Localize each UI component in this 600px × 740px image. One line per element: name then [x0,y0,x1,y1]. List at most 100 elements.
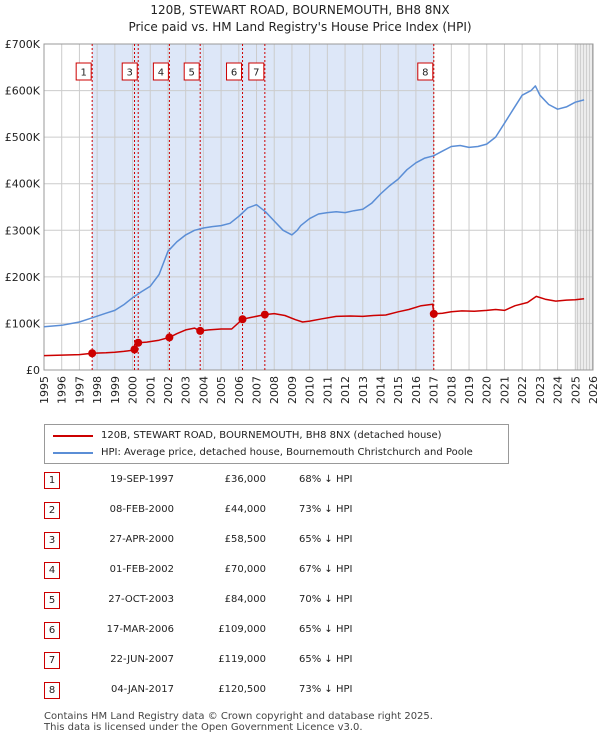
x-tick-label: 1999 [109,376,122,404]
x-tick-label: 2021 [498,376,511,404]
transaction-date: 08-FEB-2000 [109,504,174,515]
x-tick-label: 1997 [73,376,86,404]
transaction-hpi-diff: 65% ↓ HPI [299,534,353,545]
sale-point [260,310,269,319]
x-tick-label: 2020 [481,376,494,404]
legend: 120B, STEWART ROAD, BOURNEMOUTH, BH8 8NX… [44,424,509,464]
transaction-date: 27-OCT-2003 [108,594,174,605]
transaction-hpi-diff: 73% ↓ HPI [299,504,353,515]
table-row: 4 01-FEB-2002 £70,000 67% ↓ HPI [44,560,464,580]
table-row: 3 27-APR-2000 £58,500 65% ↓ HPI [44,530,464,550]
attribution-line-1: Contains HM Land Registry data © Crown c… [44,711,433,722]
transaction-number-badge: 8 [44,682,60,699]
x-tick-label: 2015 [392,376,405,404]
y-tick-label: £700K [5,38,41,51]
x-tick-label: 2008 [268,376,281,404]
x-tick-label: 2016 [410,376,423,404]
transaction-hpi-diff: 68% ↓ HPI [299,474,353,485]
sale-number-box [226,62,243,81]
sale-number-label: 7 [253,68,259,79]
x-tick-label: 2011 [321,376,334,404]
x-tick-label: 2007 [251,376,264,404]
y-tick-label: £100K [5,317,41,330]
sale-point [429,309,438,318]
x-tick-label: 2018 [445,376,458,404]
sale-number-label: 4 [158,68,164,79]
price-chart: 120B, STEWART ROAD, BOURNEMOUTH, BH8 8NX… [5,3,600,404]
table-row: 1 19-SEP-1997 £36,000 68% ↓ HPI [44,470,464,490]
y-tick-label: £400K [5,178,41,191]
transaction-date: 19-SEP-1997 [110,474,174,485]
transaction-price: £44,000 [224,504,266,515]
transaction-number-badge: 1 [44,472,60,489]
transaction-hpi-diff: 70% ↓ HPI [299,594,353,605]
x-tick-label: 2026 [587,376,600,404]
chart-title: 120B, STEWART ROAD, BOURNEMOUTH, BH8 8NX [150,3,449,17]
transaction-price: £36,000 [224,474,266,485]
sale-number-box [183,62,200,81]
chart-subtitle: Price paid vs. HM Land Registry's House … [128,20,471,34]
x-tick-label: 2025 [569,376,582,404]
x-tick-label: 2010 [304,376,317,404]
y-tick-label: £600K [5,85,41,98]
sale-point [134,338,143,347]
sale-number-label: 1 [80,68,86,79]
x-tick-label: 2006 [233,376,246,404]
y-tick-label: £500K [5,131,41,144]
transaction-number-badge: 7 [44,652,60,669]
plot-frame [43,43,594,371]
legend-swatch-property [53,435,93,437]
transaction-date: 04-JAN-2017 [110,684,174,695]
transaction-price: £120,500 [218,684,266,695]
legend-swatch-hpi [53,452,93,454]
transaction-price: £58,500 [224,534,266,545]
sale-number-box [248,62,265,81]
transaction-date: 01-FEB-2002 [109,564,174,575]
attribution-line-2: This data is licensed under the Open Gov… [44,722,363,733]
x-tick-label: 1996 [56,376,69,404]
attribution-footer: Contains HM Land Registry data © Crown c… [44,711,433,733]
x-tick-label: 2024 [552,376,565,404]
transaction-number-badge: 6 [44,622,60,639]
transaction-hpi-diff: 65% ↓ HPI [299,654,353,665]
transaction-number-badge: 4 [44,562,60,579]
table-row: 2 08-FEB-2000 £44,000 73% ↓ HPI [44,500,464,520]
x-tick-label: 2019 [463,376,476,404]
sale-point [165,333,174,342]
sale-number-box [152,62,169,81]
table-row: 5 27-OCT-2003 £84,000 70% ↓ HPI [44,590,464,610]
legend-label-property: 120B, STEWART ROAD, BOURNEMOUTH, BH8 8NX… [101,430,442,441]
y-tick-label: £0 [26,364,40,377]
y-tick-label: £300K [5,224,41,237]
transaction-hpi-diff: 65% ↓ HPI [299,624,353,635]
transaction-price: £119,000 [218,654,266,665]
transaction-price: £109,000 [218,624,266,635]
transaction-number-badge: 2 [44,502,60,519]
forecast-region [575,44,593,370]
sale-number-box [121,62,138,81]
table-row: 8 04-JAN-2017 £120,500 73% ↓ HPI [44,680,464,700]
sale-number-label: 6 [231,68,237,79]
transaction-number-badge: 5 [44,592,60,609]
x-tick-label: 2022 [516,376,529,404]
x-tick-label: 2014 [374,376,387,404]
table-row: 7 22-JUN-2007 £119,000 65% ↓ HPI [44,650,464,670]
x-tick-label: 2004 [197,376,210,404]
x-tick-label: 2005 [215,376,228,404]
sale-number-label: 8 [422,68,428,79]
transaction-hpi-diff: 73% ↓ HPI [299,684,353,695]
sale-number-label: 5 [189,68,195,79]
x-tick-label: 2003 [180,376,193,404]
x-tick-label: 2002 [162,376,175,404]
transaction-price: £70,000 [224,564,266,575]
x-tick-label: 1998 [91,376,104,404]
sale-number-box [417,62,434,81]
y-tick-label: £200K [5,271,41,284]
sale-number-label: 3 [127,68,133,79]
sale-period-highlight [92,44,434,370]
table-row: 6 17-MAR-2006 £109,000 65% ↓ HPI [44,620,464,640]
sale-point [238,315,247,324]
plot-area: £0 £100K £200K £300K £400K £500K £600K £700K 199… [5,38,600,404]
sale-point [196,326,205,335]
x-tick-label: 2001 [144,376,157,404]
